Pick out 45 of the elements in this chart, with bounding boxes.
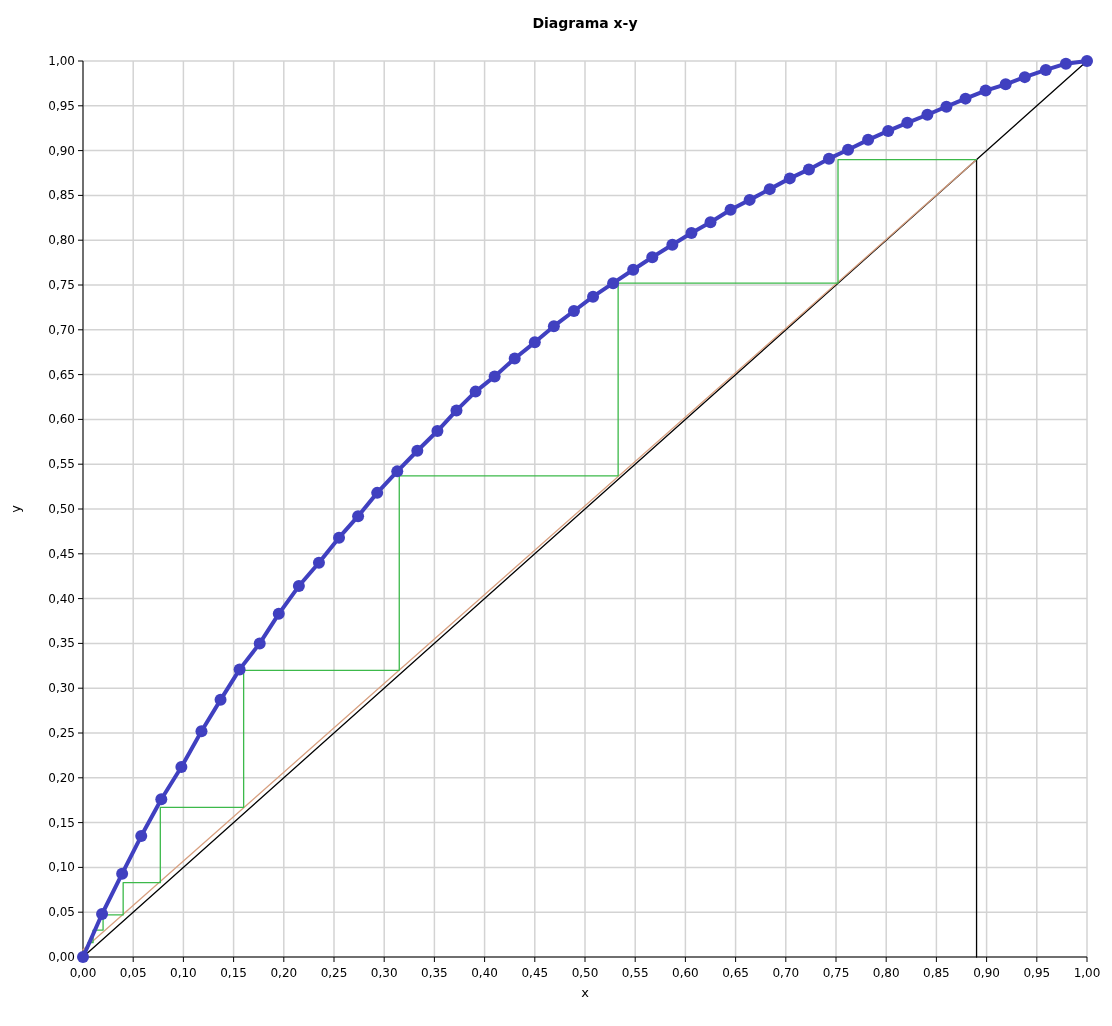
x-tick-label: 0,95 [1023, 966, 1051, 980]
x-tick-label: 0,75 [822, 966, 850, 980]
y-tick-label: 0,90 [48, 143, 75, 158]
x-tick-label: 0,00 [69, 966, 97, 980]
x-tick-label: 0,15 [220, 966, 247, 980]
y-tick-label: 0,50 [48, 502, 75, 516]
y-tick-label: 0,80 [48, 233, 75, 248]
x-tick-label: 0,70 [772, 966, 800, 980]
x-tick-label: 0,85 [923, 966, 950, 980]
x-tick-label: 0,60 [672, 966, 699, 980]
x-tick-label: 0,90 [973, 966, 1000, 980]
x-tick-label: 0,30 [370, 966, 398, 980]
y-tick-label: 0,25 [48, 726, 75, 740]
y-tick-label: 0,60 [48, 412, 75, 427]
y-tick-label: 0,00 [48, 950, 75, 964]
x-tick-label: 0,10 [170, 966, 197, 980]
y-tick-label: 0,65 [48, 367, 75, 382]
y-tick-label: 1,00 [48, 54, 75, 68]
x-tick-label: 0,80 [872, 966, 900, 980]
y-tick-label: 0,85 [48, 188, 75, 203]
y-tick-label: 0,20 [48, 770, 75, 785]
x-tick-label: 1,00 [1073, 966, 1101, 980]
y-axis-title: y [8, 504, 23, 513]
x-tick-label: 0,25 [320, 966, 348, 980]
x-axis-title: x [581, 985, 590, 1000]
x-tick-label: 0,45 [521, 966, 549, 980]
y-tick-label: 0,55 [48, 457, 75, 472]
y-tick-label: 0,30 [48, 681, 75, 696]
y-tick-label: 0,40 [48, 591, 75, 606]
x-tick-label: 0,20 [270, 966, 298, 980]
x-tick-label: 0,35 [421, 966, 448, 980]
chart-title: Diagrama x-y [532, 15, 638, 31]
y-tick-label: 0,45 [48, 546, 75, 561]
y-tick-label: 0,75 [48, 278, 75, 292]
y-tick-label: 0,05 [48, 905, 75, 920]
x-tick-label: 0,05 [119, 966, 147, 980]
x-tick-label: 0,40 [471, 966, 498, 980]
x-tick-label: 0,50 [571, 966, 599, 980]
x-tick-label: 0,65 [722, 966, 749, 980]
y-tick-label: 0,35 [48, 636, 75, 651]
y-tick-label: 0,10 [48, 860, 75, 875]
y-tick-label: 0,15 [48, 815, 75, 830]
x-tick-label: 0,55 [621, 966, 649, 980]
y-tick-label: 0,95 [48, 98, 75, 113]
y-tick-label: 0,70 [48, 322, 75, 337]
